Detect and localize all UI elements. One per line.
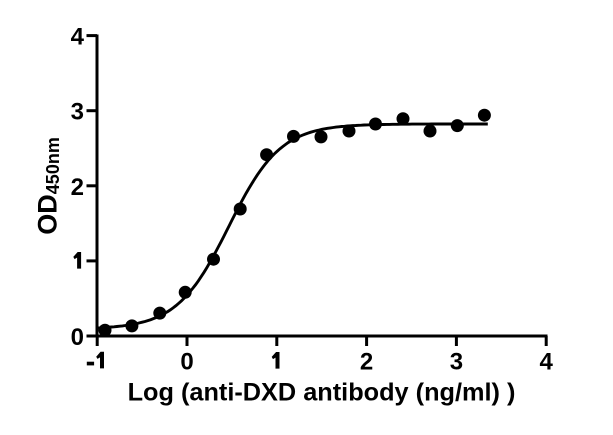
svg-text:2: 2 [71,174,84,201]
svg-text:2: 2 [360,349,373,376]
svg-text:3: 3 [450,349,463,376]
svg-text:3: 3 [71,99,84,126]
svg-text:0: 0 [180,349,193,376]
svg-text:Log (anti-DXD antibody (ng/ml): Log (anti-DXD antibody (ng/ml) ) [128,379,516,407]
svg-text:0: 0 [71,324,84,351]
svg-text:4: 4 [71,24,85,51]
svg-text:4: 4 [540,349,554,376]
